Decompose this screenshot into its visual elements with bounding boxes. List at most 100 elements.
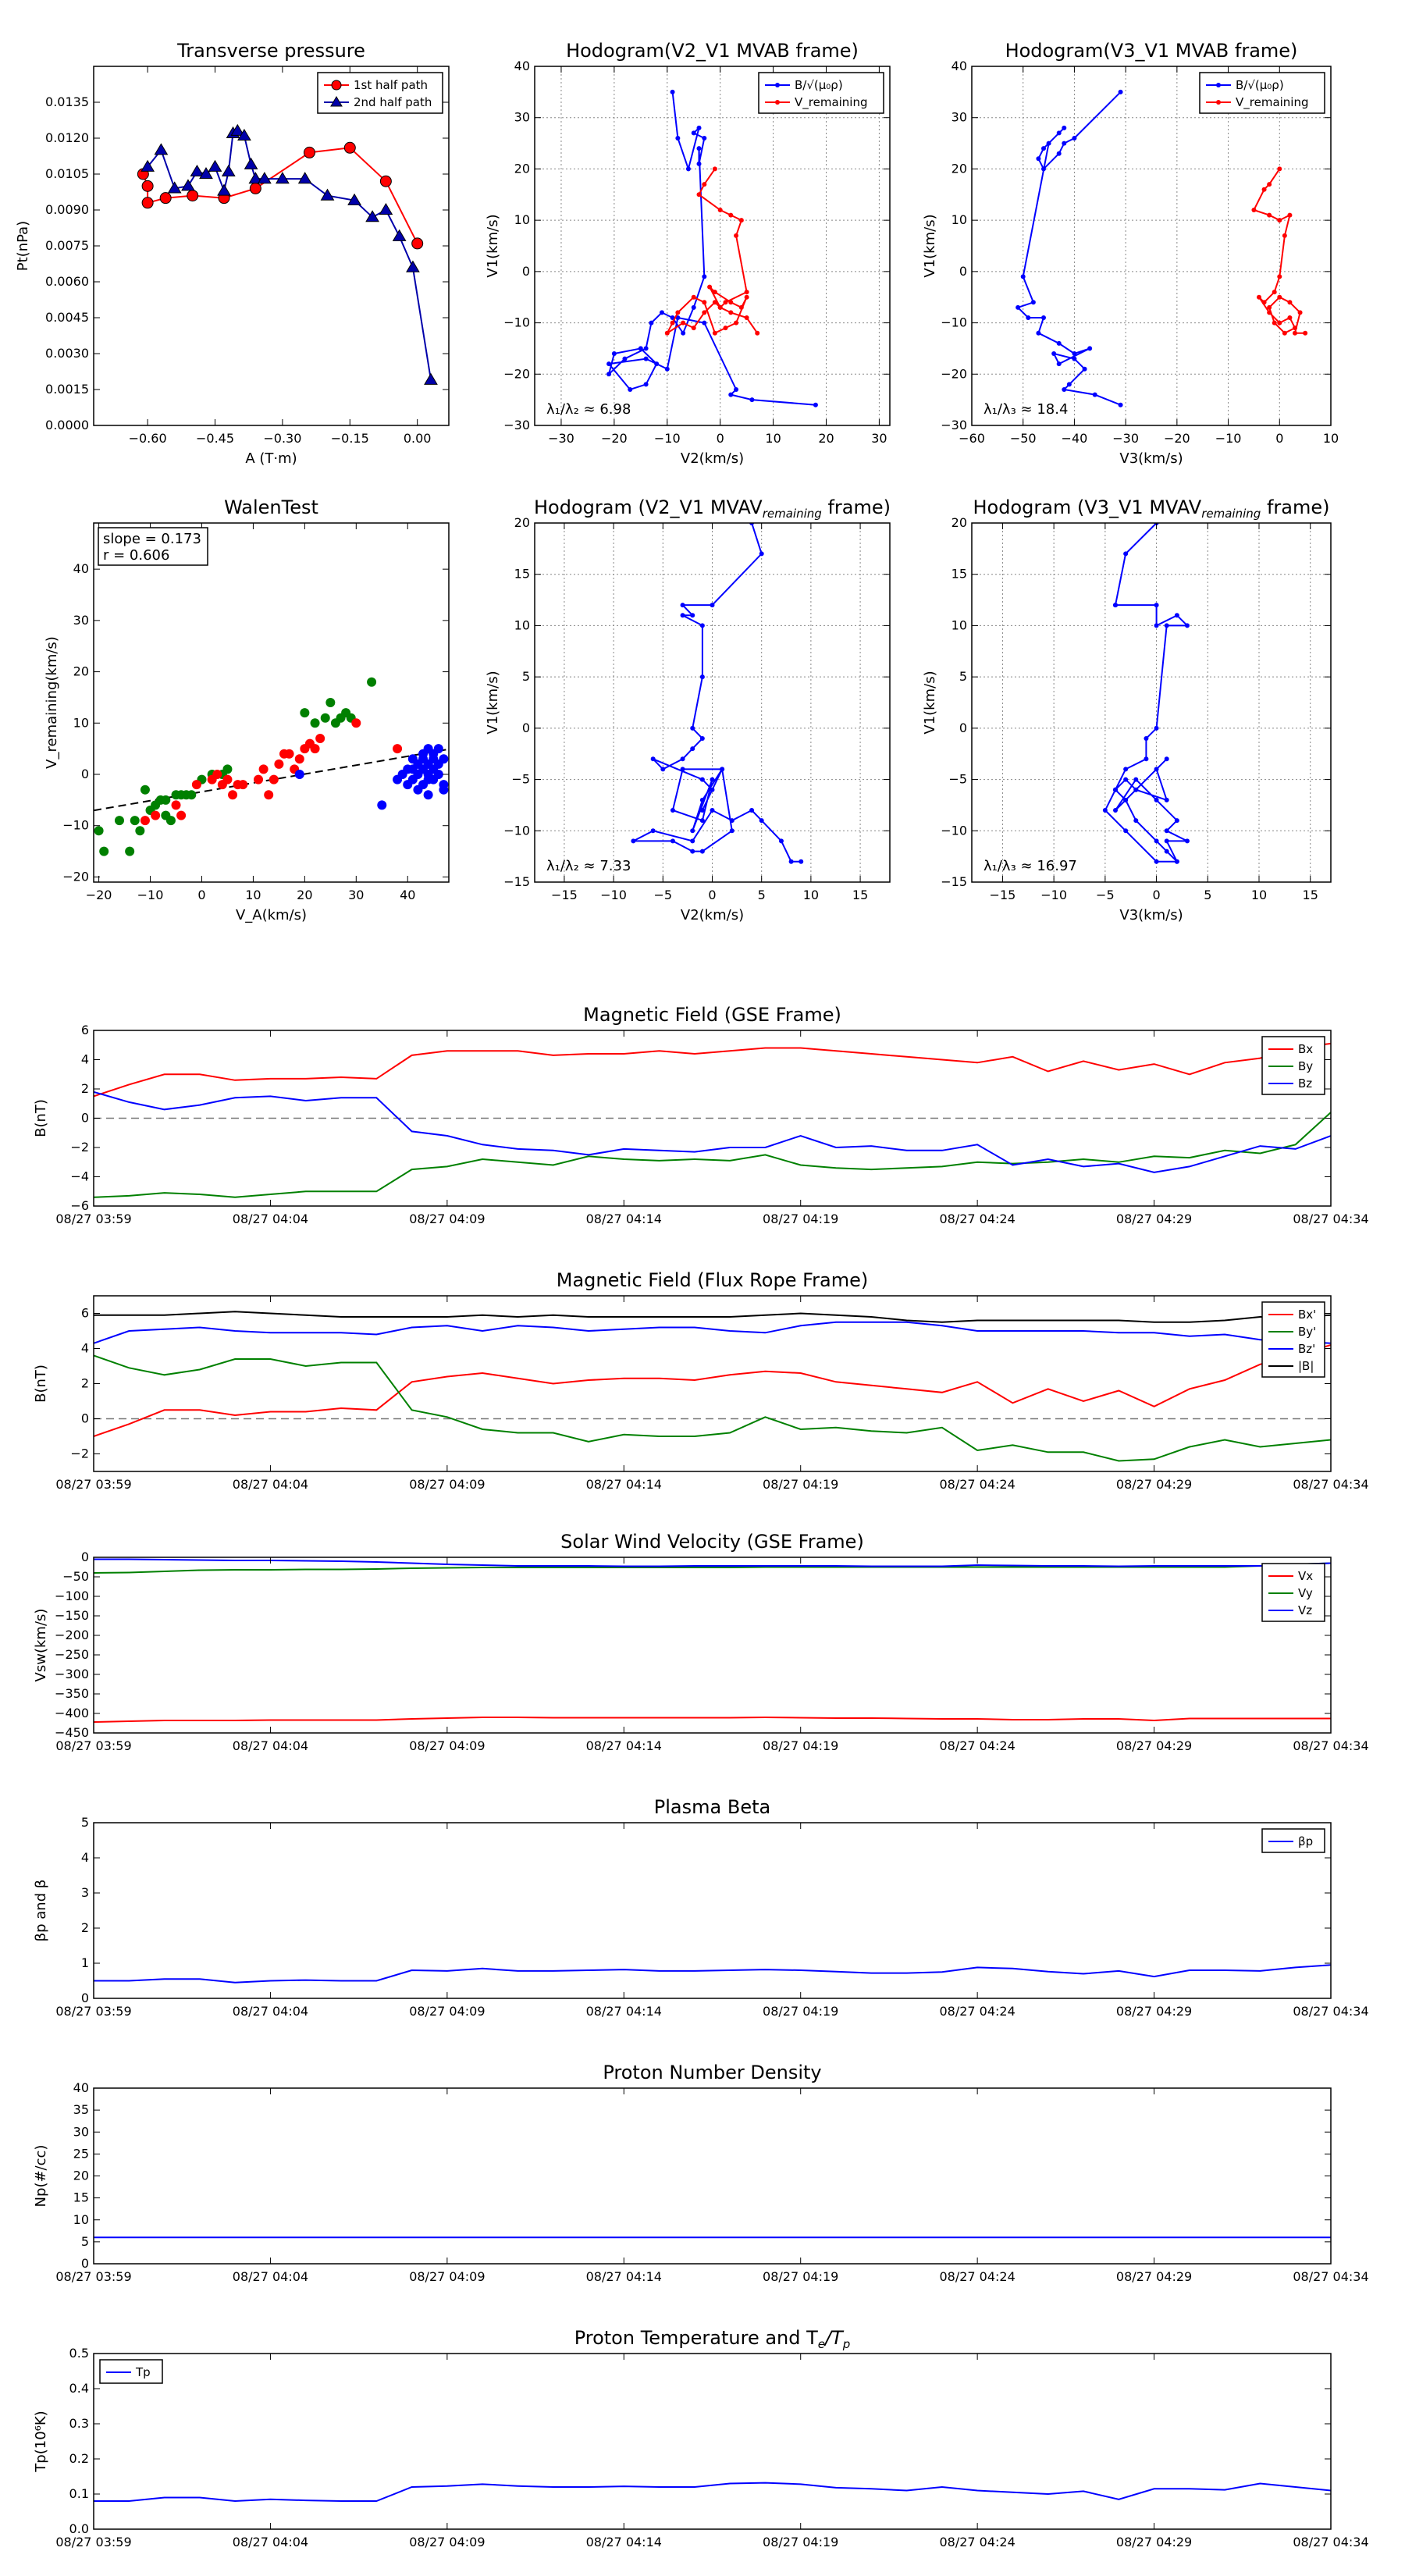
y-tick-label: 10 <box>514 617 530 632</box>
data-point <box>717 208 723 212</box>
data-point <box>1026 315 1031 320</box>
x-tick-label: 0 <box>708 888 716 902</box>
data-point <box>1272 290 1277 295</box>
series-0 <box>94 677 377 856</box>
series-2 <box>94 1321 1331 1344</box>
series-2 <box>94 1091 1331 1173</box>
series-0 <box>1102 523 1190 864</box>
data-point <box>622 356 628 361</box>
data-point <box>310 718 320 728</box>
data-point <box>744 294 749 300</box>
plot-frame <box>93 1822 1332 1999</box>
y-tick-label: 40 <box>514 59 530 73</box>
series-0 <box>94 2482 1331 2503</box>
y-tick-label: 20 <box>73 2169 89 2183</box>
legend-marker <box>775 83 780 87</box>
y-tick-label: 0 <box>81 1411 89 1426</box>
data-point <box>702 320 707 326</box>
data-point <box>230 123 245 136</box>
series-1 <box>94 1112 1331 1198</box>
data-point <box>799 859 804 864</box>
y-tick-label: 0 <box>81 1550 89 1564</box>
series-line <box>94 1091 1331 1173</box>
data-point <box>1056 151 1062 156</box>
data-point <box>238 780 248 790</box>
data-point <box>690 828 695 834</box>
x-tick-label: −0.60 <box>129 431 167 446</box>
y-tick-label: 0.0075 <box>45 238 89 253</box>
data-point <box>728 300 734 305</box>
y-tick-label: −30 <box>503 418 530 432</box>
data-point <box>190 164 205 177</box>
data-point <box>690 613 695 618</box>
x-tick-label: −50 <box>1010 431 1037 446</box>
data-point <box>699 777 705 782</box>
data-point <box>744 290 749 295</box>
y-tick-label: 0.2 <box>69 2451 89 2466</box>
y-tick-label: −2 <box>70 1140 89 1155</box>
x-tick-label: 20 <box>297 888 312 902</box>
series-line <box>94 1042 1331 1098</box>
series-0 <box>94 1716 1331 1723</box>
x-tick-label: 08/27 04:09 <box>409 1738 485 1753</box>
y-tick-label: 2 <box>81 1920 89 1935</box>
data-point <box>680 756 685 762</box>
data-point <box>1267 212 1272 218</box>
data-point <box>1020 274 1026 279</box>
series-line <box>607 91 816 406</box>
data-point <box>379 203 393 215</box>
data-point <box>643 346 649 351</box>
x-tick-label: 40 <box>400 888 415 902</box>
data-point <box>778 838 784 844</box>
chart-magnetic-field-gse: 08/27 03:59 08/27 04:04 08/27 04:09 08/27 0… <box>33 1004 1369 1226</box>
y-tick-label: 0.3 <box>69 2416 89 2431</box>
data-point <box>1113 808 1118 813</box>
data-point <box>1277 320 1282 326</box>
y-tick-label: −4 <box>70 1169 89 1184</box>
x-axis-label: V_A(km/s) <box>236 907 307 923</box>
x-tick-label: 08/27 04:19 <box>763 2004 838 2019</box>
data-point <box>257 172 272 184</box>
data-point <box>702 136 707 141</box>
data-point <box>1293 330 1297 336</box>
legend-marker <box>775 100 780 105</box>
legend-label: |B| <box>1298 1359 1314 1373</box>
data-point <box>1102 808 1108 813</box>
x-tick-label: 08/27 04:19 <box>763 1738 838 1753</box>
chart-hodogram-v3-v1-mvav: −15 −10 −5 0 5 10 15 −15 −10 −5 0 5 10 15 20 Hodogram (… <box>922 496 1332 923</box>
data-point <box>1113 787 1118 792</box>
data-point <box>187 190 199 202</box>
data-point <box>1041 315 1046 320</box>
x-tick-label: 10 <box>1323 431 1339 446</box>
data-point <box>237 128 251 141</box>
x-tick-label: −60 <box>959 431 985 446</box>
data-point <box>670 838 675 844</box>
data-point <box>699 849 705 854</box>
x-tick-label: 08/27 03:59 <box>55 2269 131 2284</box>
x-tick-label: −20 <box>1164 431 1190 446</box>
y-tick-label: −10 <box>941 823 967 838</box>
x-tick-label: −0.30 <box>263 431 301 446</box>
x-tick-label: 08/27 04:24 <box>939 1477 1015 1492</box>
data-point <box>377 800 387 810</box>
y-tick-label: 10 <box>73 2212 89 2227</box>
data-point <box>325 698 336 707</box>
data-point <box>712 330 717 336</box>
x-tick-label: −20 <box>601 431 628 446</box>
x-axis-label: V2(km/s) <box>681 907 744 923</box>
y-tick-label: 0 <box>959 720 967 735</box>
data-point <box>606 361 612 367</box>
legend-box <box>1199 72 1325 114</box>
x-tick-label: 08/27 04:09 <box>409 2004 485 2019</box>
data-point <box>690 849 695 854</box>
y-tick-label: −300 <box>55 1667 89 1681</box>
y-tick-label: −2 <box>70 1446 89 1461</box>
x-tick-label: 5 <box>758 888 766 902</box>
series-line <box>94 1716 1331 1723</box>
x-tick-label: 08/27 04:09 <box>409 2535 485 2549</box>
x-tick-label: 08/27 04:14 <box>586 1477 662 1492</box>
y-tick-label: 0.0090 <box>45 202 89 217</box>
x-tick-label: 08/27 04:29 <box>1116 1738 1192 1753</box>
y-tick-label: 15 <box>73 2190 89 2205</box>
data-point <box>1277 218 1282 223</box>
